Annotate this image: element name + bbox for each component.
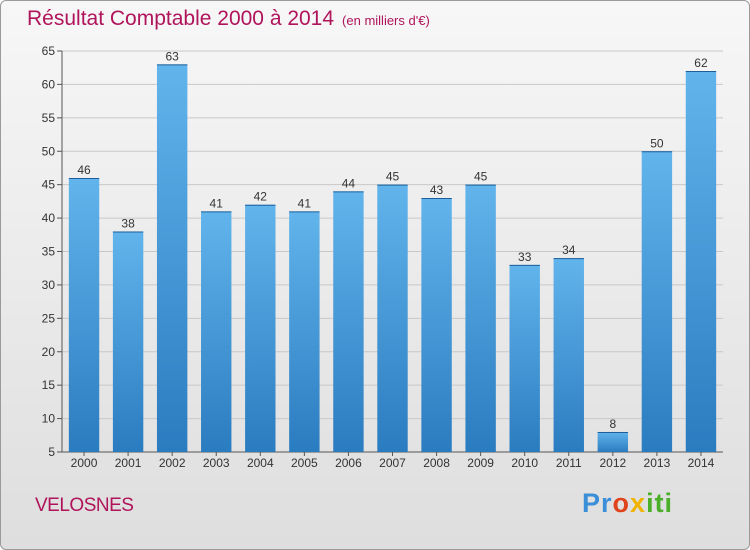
- location-name: VELOSNES: [35, 495, 134, 516]
- x-tick-label: 2006: [335, 456, 362, 470]
- bar: [597, 431, 629, 452]
- y-tick-label: 50: [42, 144, 56, 158]
- bar-value-label: 41: [298, 196, 312, 210]
- bar: [112, 231, 144, 452]
- x-tick-label: 2007: [379, 456, 406, 470]
- bar-value-label: 41: [210, 196, 224, 210]
- bar: [201, 211, 232, 452]
- logo-part-1: Pr: [582, 488, 613, 518]
- bar-value-label: 62: [694, 56, 708, 70]
- x-tick-label: 2000: [71, 456, 98, 470]
- x-tick-label: 2005: [291, 456, 318, 470]
- bar: [465, 184, 496, 452]
- bar: [289, 211, 320, 452]
- bar-value-label: 50: [650, 136, 664, 150]
- value-labels: 46 38 63 41 42 41 44 45 43 45 33 34 8 50 62: [77, 49, 708, 431]
- bar: [333, 191, 364, 452]
- bar: [685, 71, 717, 453]
- x-tick-label: 2001: [115, 456, 142, 470]
- bar-value-label: 45: [474, 170, 488, 184]
- y-tick-label: 35: [42, 245, 56, 259]
- bar: [553, 258, 584, 452]
- logo-part-4: iti: [646, 488, 674, 518]
- bar: [156, 64, 188, 452]
- bar-value-label: 44: [342, 176, 356, 190]
- chart-subtitle: (en milliers d'€): [342, 13, 430, 28]
- x-tick-label: 2011: [556, 456, 582, 470]
- y-tick-label: 10: [42, 412, 56, 426]
- x-tick-label: 2008: [423, 456, 450, 470]
- x-tick-label: 2009: [467, 456, 494, 470]
- bar-value-label: 8: [609, 417, 616, 431]
- bar: [641, 151, 673, 452]
- x-tick-labels: 2000 2001 2002 2003 2004 2005 2006 2007 2008 2009…: [71, 456, 715, 470]
- bar: [509, 264, 540, 452]
- y-tick-label: 60: [42, 77, 56, 91]
- bar-value-label: 63: [165, 49, 179, 63]
- logo-part-2: o: [612, 488, 631, 518]
- bar: [68, 177, 100, 452]
- bar-value-label: 46: [77, 163, 91, 177]
- x-tick-label: 2010: [511, 456, 538, 470]
- bar: [245, 204, 276, 452]
- bars: [68, 64, 717, 453]
- y-tick-label: 5: [48, 445, 55, 459]
- chart-title: Résultat Comptable 2000 à 2014 (en millie…: [27, 7, 430, 31]
- bar-value-label: 42: [254, 190, 268, 204]
- bar-value-label: 38: [121, 216, 135, 230]
- y-tick-label: 55: [42, 111, 56, 125]
- y-tick-label: 30: [42, 278, 56, 292]
- bar-value-label: 45: [386, 170, 400, 184]
- y-tick-label: 40: [42, 211, 56, 225]
- bar: [421, 198, 452, 452]
- y-tick-label: 20: [42, 345, 56, 359]
- x-tick-label: 2013: [644, 456, 671, 470]
- y-tick-labels: 5 10 15 20 25 30 35 40 45 50 55 60 65: [42, 44, 56, 459]
- x-tick-label: 2014: [688, 456, 715, 470]
- y-tick-label: 65: [42, 44, 56, 58]
- proxiti-logo[interactable]: Proxiti: [582, 488, 673, 519]
- bar-value-label: 33: [518, 250, 532, 264]
- y-tick-label: 45: [42, 178, 56, 192]
- logo-part-3: x: [630, 488, 647, 518]
- bar-value-label: 43: [430, 183, 444, 197]
- bar: [377, 184, 408, 452]
- x-tick-label: 2004: [247, 456, 274, 470]
- y-tick-label: 15: [42, 378, 56, 392]
- y-tick-label: 25: [42, 311, 56, 325]
- x-tick-label: 2003: [203, 456, 230, 470]
- x-tick-label: 2002: [159, 456, 186, 470]
- x-tick-label: 2012: [599, 456, 626, 470]
- bar-value-label: 34: [562, 243, 576, 257]
- chart-title-text: Résultat Comptable 2000 à 2014: [27, 7, 335, 30]
